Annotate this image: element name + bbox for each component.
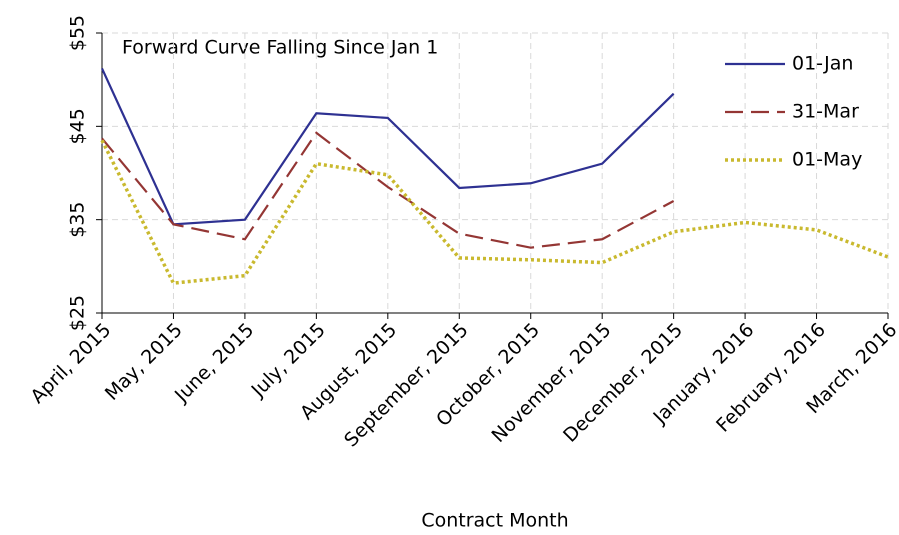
legend-label: 01-May <box>792 149 862 171</box>
chart-title: Forward Curve Falling Since Jan 1 <box>122 37 438 59</box>
y-tick-label: $25 <box>67 295 89 331</box>
x-tick-label: September, 2015 <box>340 319 473 452</box>
series-line <box>101 131 675 249</box>
series-line <box>101 68 675 226</box>
x-tick-label: November, 2015 <box>487 319 615 447</box>
x-tick-label: April, 2015 <box>26 319 115 408</box>
y-tick-label: $45 <box>67 108 89 144</box>
series-line <box>100 139 889 285</box>
y-tick-label: $55 <box>67 15 89 51</box>
x-tick-label: December, 2015 <box>559 319 687 447</box>
x-axis-label: Contract Month <box>421 510 568 532</box>
legend-label: 01-Jan <box>792 53 853 75</box>
y-tick-label: $35 <box>67 202 89 238</box>
legend-label: 31-Mar <box>792 101 859 123</box>
